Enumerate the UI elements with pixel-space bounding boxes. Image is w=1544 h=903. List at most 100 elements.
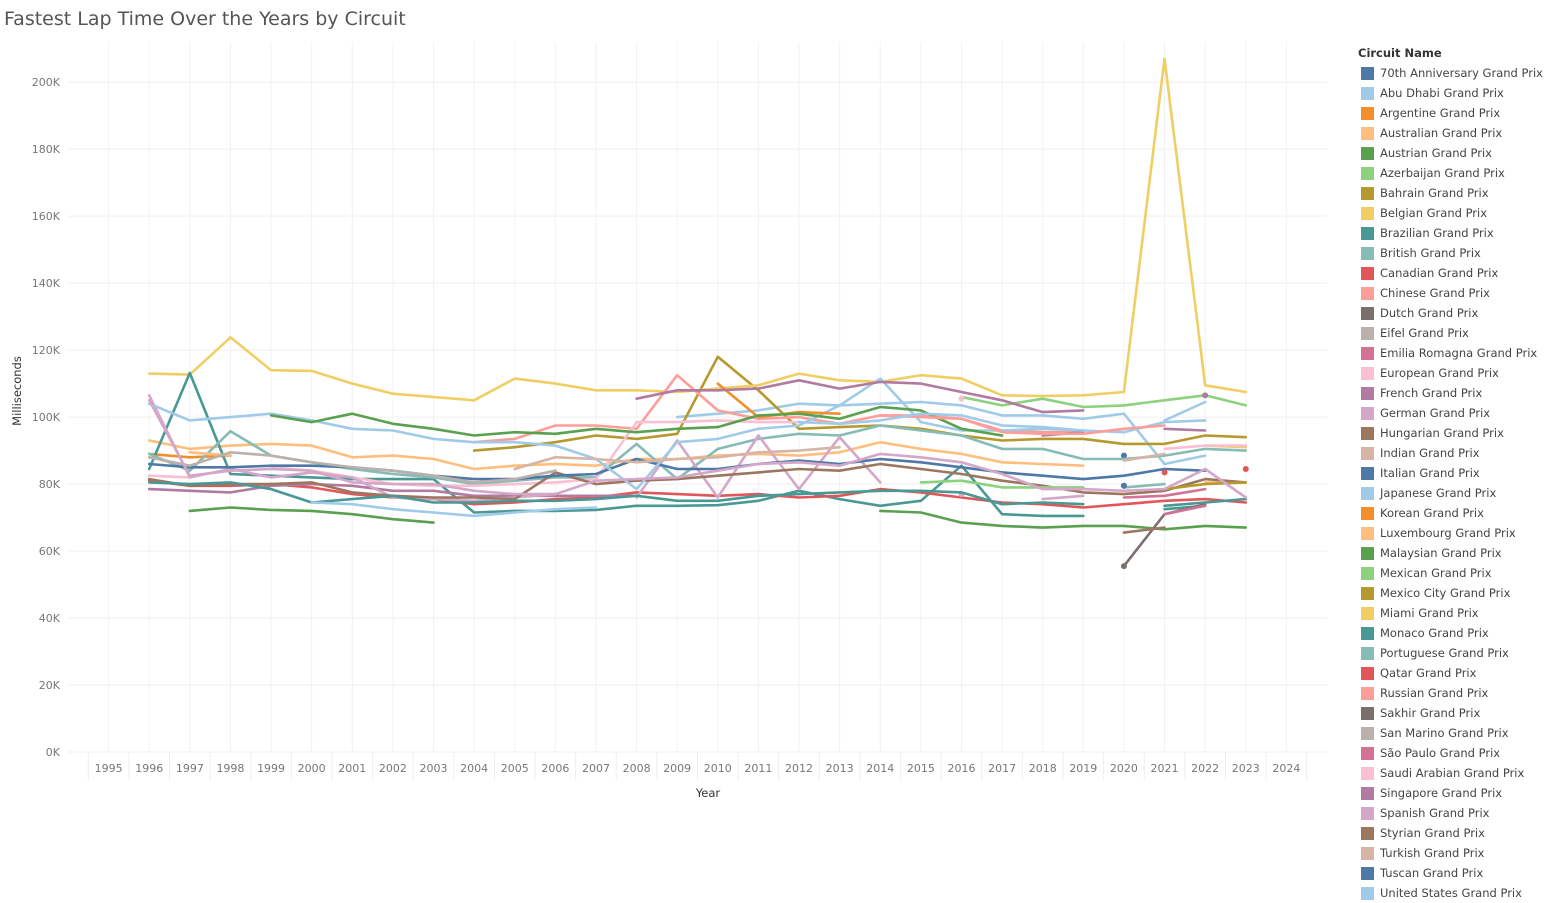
legend-swatch — [1361, 66, 1374, 80]
legend-item[interactable]: Azerbaijan Grand Prix — [1358, 163, 1544, 183]
series-point[interactable] — [1242, 466, 1249, 473]
series-point[interactable] — [1120, 482, 1127, 489]
legend-label: 70th Anniversary Grand Prix — [1380, 66, 1543, 80]
series-line[interactable] — [147, 481, 1085, 506]
legend-swatch — [1361, 246, 1374, 260]
series-point[interactable] — [1161, 469, 1168, 476]
series-line[interactable] — [1122, 452, 1166, 462]
legend-item[interactable]: San Marino Grand Prix — [1358, 723, 1544, 743]
legend-item[interactable]: Miami Grand Prix — [1358, 603, 1544, 623]
legend-item[interactable]: Luxembourg Grand Prix — [1358, 523, 1544, 543]
legend-swatch — [1361, 666, 1374, 680]
x-tick-label: 2009 — [663, 762, 691, 775]
line-chart: 0K 20K 40K 60K 80K 100K 120K 140K 160K 180K 200K 1… — [10, 42, 1327, 800]
y-tick-label: 140K — [32, 277, 61, 290]
legend-swatch — [1361, 346, 1374, 360]
x-tick-label: 2017 — [988, 762, 1016, 775]
legend-item[interactable]: German Grand Prix — [1358, 403, 1544, 423]
legend-item[interactable]: 70th Anniversary Grand Prix — [1358, 63, 1544, 83]
series-line[interactable] — [269, 419, 801, 488]
legend-item[interactable]: Portuguese Grand Prix — [1358, 643, 1544, 663]
series-point[interactable] — [1120, 563, 1127, 570]
legend-item[interactable]: Eifel Grand Prix — [1358, 323, 1544, 343]
legend-item[interactable]: European Grand Prix — [1358, 363, 1544, 383]
series-line[interactable] — [919, 479, 1085, 489]
series-line[interactable] — [1163, 444, 1248, 451]
legend-item[interactable]: United States Grand Prix — [1358, 883, 1544, 903]
legend-item[interactable]: Canadian Grand Prix — [1358, 263, 1544, 283]
series-line[interactable] — [147, 57, 1248, 402]
legend-item[interactable]: Japanese Grand Prix — [1358, 483, 1544, 503]
series-point[interactable] — [1120, 452, 1127, 459]
legend-item[interactable]: Abu Dhabi Grand Prix — [1358, 83, 1544, 103]
legend-item[interactable]: Russian Grand Prix — [1358, 683, 1544, 703]
series-line[interactable] — [147, 479, 1248, 509]
series-line[interactable] — [1163, 400, 1207, 422]
legend-item[interactable]: Qatar Grand Prix — [1358, 663, 1544, 683]
legend-item[interactable]: Sakhir Grand Prix — [1358, 703, 1544, 723]
series-line[interactable] — [1163, 481, 1248, 491]
legend-item[interactable]: Korean Grand Prix — [1358, 503, 1544, 523]
legend-item[interactable]: Emilia Romagna Grand Prix — [1358, 343, 1544, 363]
legend-item[interactable]: Turkish Grand Prix — [1358, 843, 1544, 863]
legend-item[interactable]: French Grand Prix — [1358, 383, 1544, 403]
legend-item[interactable]: São Paulo Grand Prix — [1358, 743, 1544, 763]
series-line[interactable] — [757, 445, 841, 454]
series-line[interactable] — [147, 482, 638, 498]
legend-item[interactable]: Hungarian Grand Prix — [1358, 423, 1544, 443]
series-line[interactable] — [1163, 497, 1248, 508]
x-tick-label: 2001 — [338, 762, 366, 775]
legend-item[interactable]: Bahrain Grand Prix — [1358, 183, 1544, 203]
legend-swatch — [1361, 206, 1374, 220]
series-line[interactable] — [879, 414, 1166, 436]
legend-item[interactable]: Tuscan Grand Prix — [1358, 863, 1544, 883]
series-line[interactable] — [147, 451, 557, 484]
legend-item[interactable]: Mexican Grand Prix — [1358, 563, 1544, 583]
series-line[interactable] — [147, 399, 1248, 499]
series-line[interactable] — [797, 412, 1085, 432]
series-line[interactable] — [1122, 482, 1166, 489]
series-line[interactable] — [879, 509, 1248, 531]
series-line[interactable] — [635, 379, 1085, 414]
legend-swatch — [1361, 566, 1374, 580]
series-line[interactable] — [188, 506, 435, 524]
series-point[interactable] — [958, 395, 965, 402]
legend-item[interactable]: Styrian Grand Prix — [1358, 823, 1544, 843]
series-line[interactable] — [147, 371, 1085, 518]
legend-item[interactable]: Spanish Grand Prix — [1358, 803, 1544, 823]
series-line[interactable] — [635, 434, 882, 499]
legend-item[interactable]: Mexico City Grand Prix — [1358, 583, 1544, 603]
series-line[interactable] — [675, 400, 1207, 466]
legend-item[interactable]: Singapore Grand Prix — [1358, 783, 1544, 803]
series-line[interactable] — [1122, 487, 1207, 499]
legend-item[interactable]: Monaco Grand Prix — [1358, 623, 1544, 643]
legend-item[interactable]: Malaysian Grand Prix — [1358, 543, 1544, 563]
series-line[interactable] — [472, 355, 1248, 452]
series-line[interactable] — [147, 457, 1207, 481]
series-line[interactable] — [1163, 427, 1207, 432]
legend-item[interactable]: British Grand Prix — [1358, 243, 1544, 263]
legend-item[interactable]: Italian Grand Prix — [1358, 463, 1544, 483]
legend-item[interactable]: Indian Grand Prix — [1358, 443, 1544, 463]
series-line[interactable] — [1122, 526, 1166, 534]
legend-item[interactable]: Saudi Arabian Grand Prix — [1358, 763, 1544, 783]
series-line[interactable] — [310, 501, 598, 518]
series-line[interactable] — [147, 474, 192, 479]
legend-item[interactable]: Australian Grand Prix — [1358, 123, 1544, 143]
legend-item[interactable]: Brazilian Grand Prix — [1358, 223, 1544, 243]
legend-item[interactable]: Chinese Grand Prix — [1358, 283, 1544, 303]
series-line[interactable] — [960, 394, 1248, 409]
series-line[interactable] — [1041, 494, 1085, 501]
series-line[interactable] — [1163, 504, 1207, 516]
series-line[interactable] — [269, 405, 1004, 437]
legend-item[interactable]: Belgian Grand Prix — [1358, 203, 1544, 223]
series-line[interactable] — [147, 439, 1085, 471]
series-line[interactable] — [513, 451, 760, 471]
legend-label: Miami Grand Prix — [1380, 606, 1479, 620]
legend-item[interactable]: Argentine Grand Prix — [1358, 103, 1544, 123]
legend-item[interactable]: Dutch Grand Prix — [1358, 303, 1544, 323]
legend-item[interactable]: Austrian Grand Prix — [1358, 143, 1544, 163]
series-point[interactable] — [1202, 392, 1209, 399]
series-line[interactable] — [147, 377, 1207, 491]
x-tick-label: 2007 — [582, 762, 610, 775]
